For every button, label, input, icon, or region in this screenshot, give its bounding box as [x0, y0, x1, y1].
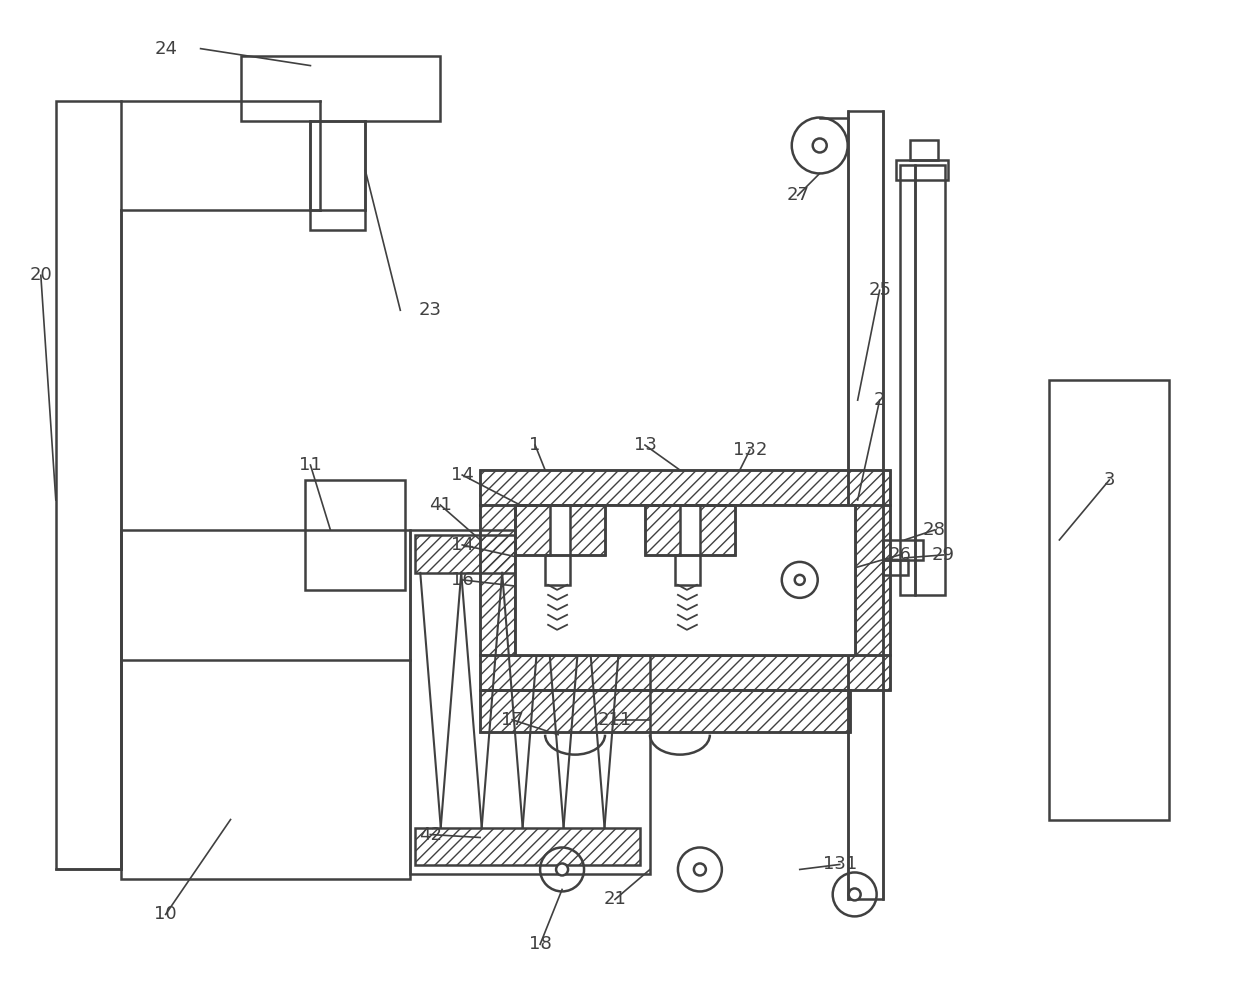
- Text: 21: 21: [604, 891, 626, 908]
- Bar: [305, 480, 405, 590]
- Bar: [848, 111, 883, 900]
- Bar: [480, 654, 889, 690]
- Circle shape: [795, 575, 805, 585]
- Text: 41: 41: [429, 496, 451, 514]
- Bar: [1049, 381, 1169, 819]
- Text: 17: 17: [501, 710, 523, 729]
- Text: 18: 18: [528, 935, 552, 954]
- Bar: [515, 505, 551, 555]
- Text: 25: 25: [868, 282, 892, 299]
- Bar: [883, 540, 923, 560]
- Bar: [895, 161, 947, 181]
- Text: 13: 13: [634, 437, 656, 454]
- Bar: [883, 560, 908, 575]
- Bar: [415, 828, 640, 865]
- Text: 29: 29: [932, 545, 955, 564]
- Text: 211: 211: [598, 710, 632, 729]
- Text: 42: 42: [419, 826, 441, 844]
- Bar: [120, 530, 410, 879]
- Text: 23: 23: [419, 301, 441, 319]
- Text: 11: 11: [299, 456, 322, 474]
- Bar: [56, 101, 120, 869]
- Circle shape: [556, 863, 568, 875]
- Circle shape: [694, 863, 706, 875]
- Bar: [899, 166, 915, 594]
- Bar: [415, 535, 640, 573]
- Bar: [480, 690, 849, 732]
- Text: 132: 132: [733, 441, 768, 459]
- Bar: [515, 505, 605, 555]
- Bar: [546, 555, 570, 585]
- Text: 16: 16: [451, 571, 474, 589]
- Bar: [854, 505, 889, 654]
- Text: 20: 20: [30, 266, 52, 284]
- Bar: [675, 555, 699, 585]
- Circle shape: [848, 889, 861, 901]
- Text: 28: 28: [923, 521, 946, 539]
- Bar: [910, 140, 937, 161]
- Bar: [515, 505, 854, 654]
- Circle shape: [812, 138, 827, 152]
- Text: 14: 14: [451, 536, 474, 554]
- Bar: [310, 121, 366, 231]
- Text: 1: 1: [529, 437, 541, 454]
- Text: 26: 26: [888, 545, 911, 564]
- Bar: [480, 690, 849, 732]
- Text: 24: 24: [154, 39, 177, 58]
- Bar: [699, 505, 735, 555]
- Bar: [410, 530, 650, 874]
- Text: 27: 27: [786, 186, 810, 204]
- Text: 131: 131: [822, 855, 857, 873]
- Bar: [480, 470, 889, 690]
- Text: 2: 2: [874, 391, 885, 409]
- Bar: [645, 505, 680, 555]
- Bar: [915, 166, 945, 594]
- Text: 3: 3: [1104, 471, 1115, 489]
- Bar: [780, 560, 848, 599]
- Text: 14: 14: [451, 466, 474, 484]
- Bar: [515, 505, 854, 654]
- Bar: [645, 505, 735, 555]
- Bar: [480, 470, 889, 505]
- Bar: [480, 505, 515, 654]
- Text: 10: 10: [154, 905, 177, 923]
- Bar: [570, 505, 605, 555]
- Bar: [241, 56, 440, 121]
